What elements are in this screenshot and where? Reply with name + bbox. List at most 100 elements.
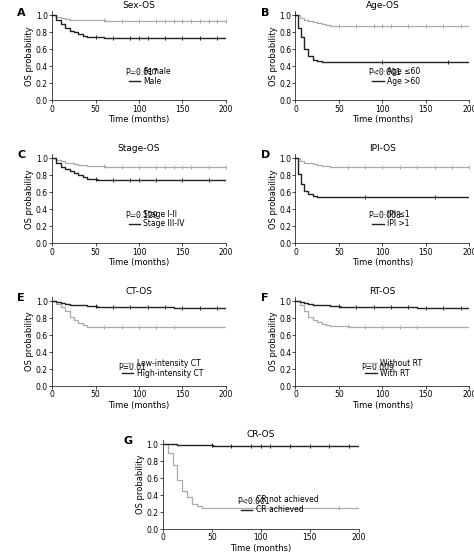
Without RT xyxy=(397,324,402,330)
Without RT xyxy=(466,324,472,330)
Male xyxy=(62,25,68,32)
Text: P=0.008: P=0.008 xyxy=(368,211,401,221)
CR achieved xyxy=(165,441,171,447)
Stage III-IV xyxy=(119,177,125,184)
High-intensity CT xyxy=(71,301,77,308)
CR not achieved xyxy=(194,503,200,510)
IPI >1 xyxy=(328,193,333,200)
IPI ≤1 xyxy=(306,159,311,166)
Without RT xyxy=(301,302,307,309)
Age ≤60 xyxy=(319,21,324,27)
CR not achieved xyxy=(336,505,342,511)
High-intensity CT xyxy=(223,305,229,311)
Female xyxy=(67,16,73,23)
Stage I-II xyxy=(67,159,73,166)
IPI >1 xyxy=(295,170,301,177)
Male xyxy=(54,12,59,19)
CR achieved xyxy=(160,441,165,447)
Male xyxy=(93,33,99,40)
Line: Without RT: Without RT xyxy=(295,301,469,327)
Title: IPI-OS: IPI-OS xyxy=(369,144,396,153)
Stage I-II xyxy=(54,157,59,163)
High-intensity CT xyxy=(93,303,99,310)
IPI >1 xyxy=(466,193,472,200)
High-intensity CT xyxy=(84,303,90,310)
Without RT xyxy=(310,316,316,323)
Age >60 xyxy=(319,58,324,65)
CR not achieved xyxy=(174,462,180,468)
Stage I-II xyxy=(75,162,81,168)
Without RT xyxy=(336,323,342,329)
IPI ≤1 xyxy=(336,163,342,170)
Age ≤60 xyxy=(414,23,420,30)
With RT xyxy=(432,305,438,311)
Without RT xyxy=(323,321,329,328)
Without RT xyxy=(432,324,438,330)
Age ≤60 xyxy=(328,22,333,29)
CR achieved xyxy=(238,442,244,449)
CR achieved xyxy=(165,441,171,447)
Male xyxy=(80,31,85,37)
Age >60 xyxy=(466,59,472,66)
IPI >1 xyxy=(319,193,324,200)
Low-intensity CT xyxy=(171,324,177,330)
With RT xyxy=(319,302,324,309)
Stage III-IV xyxy=(154,177,159,184)
CR not achieved xyxy=(258,505,264,511)
Female xyxy=(119,18,125,25)
CR achieved xyxy=(174,442,180,448)
Age >60 xyxy=(298,25,303,32)
Age ≤60 xyxy=(310,19,316,26)
Without RT xyxy=(314,319,320,326)
CR not achieved xyxy=(194,500,200,507)
CR not achieved xyxy=(219,505,224,511)
Without RT xyxy=(314,316,320,323)
With RT xyxy=(380,304,385,310)
Stage I-II xyxy=(223,163,229,170)
Female xyxy=(206,18,211,25)
Age ≤60 xyxy=(310,18,316,25)
Female xyxy=(119,18,125,25)
Age >60 xyxy=(310,53,316,60)
Line: Age >60: Age >60 xyxy=(295,16,469,62)
Age >60 xyxy=(306,53,311,60)
CR not achieved xyxy=(170,449,175,456)
Y-axis label: OS probability: OS probability xyxy=(26,312,35,372)
IPI ≤1 xyxy=(314,162,320,168)
Low-intensity CT xyxy=(223,324,229,330)
Without RT xyxy=(306,308,311,315)
With RT xyxy=(297,298,303,305)
Female xyxy=(71,16,77,23)
Without RT xyxy=(414,324,420,330)
IPI ≤1 xyxy=(432,163,438,170)
Stage I-II xyxy=(171,163,177,170)
Female xyxy=(101,17,107,24)
CR achieved xyxy=(189,442,195,448)
Male xyxy=(93,33,99,40)
Stage III-IV xyxy=(101,177,107,184)
X-axis label: Time (months): Time (months) xyxy=(352,401,413,410)
Low-intensity CT xyxy=(54,300,59,307)
Age >60 xyxy=(298,33,303,40)
High-intensity CT xyxy=(49,298,55,305)
Low-intensity CT xyxy=(80,320,85,326)
Text: P=0.129: P=0.129 xyxy=(125,211,158,221)
Stage III-IV xyxy=(171,177,177,184)
Low-intensity CT xyxy=(71,316,77,323)
Stage III-IV xyxy=(84,174,90,180)
Without RT xyxy=(362,324,368,330)
Stage I-II xyxy=(71,160,77,167)
Female xyxy=(93,17,99,24)
High-intensity CT xyxy=(62,300,68,306)
CR achieved xyxy=(199,442,205,448)
Male xyxy=(101,33,107,40)
Y-axis label: OS probability: OS probability xyxy=(269,312,278,372)
Without RT xyxy=(301,308,307,315)
Without RT xyxy=(466,324,472,330)
IPI ≤1 xyxy=(310,161,316,168)
High-intensity CT xyxy=(136,304,142,310)
CR not achieved xyxy=(209,505,215,511)
With RT xyxy=(292,298,298,305)
With RT xyxy=(466,305,472,311)
Female xyxy=(62,16,68,22)
